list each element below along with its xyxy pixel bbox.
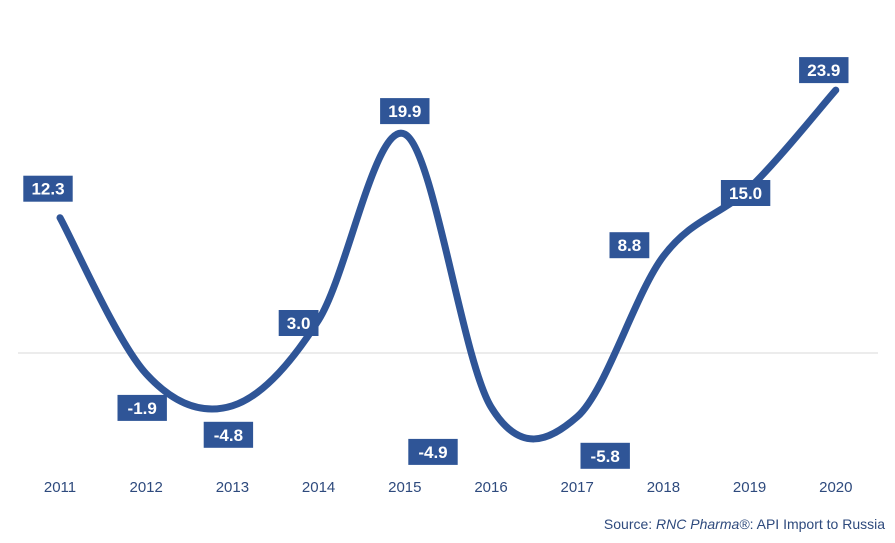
data-label-text: 3.0 bbox=[287, 314, 311, 333]
data-label-text: -5.8 bbox=[591, 447, 620, 466]
x-tick-2012: 2012 bbox=[130, 479, 163, 496]
data-label-2013: -4.8 bbox=[203, 421, 254, 448]
data-label-2011: 12.3 bbox=[23, 175, 73, 202]
data-label-2016: -4.9 bbox=[408, 438, 458, 465]
x-tick-2015: 2015 bbox=[388, 479, 421, 496]
data-label-2014: 3.0 bbox=[278, 310, 319, 336]
data-label-2018: 8.8 bbox=[609, 232, 650, 259]
data-label-box bbox=[609, 232, 650, 259]
x-tick-2018: 2018 bbox=[647, 479, 680, 496]
x-axis-ticks: 2011 2012 2013 2014 2015 2016 2017 2018 2019 2020 bbox=[44, 479, 853, 496]
data-label-box bbox=[408, 438, 458, 465]
data-label-box bbox=[799, 57, 849, 84]
x-tick-2017: 2017 bbox=[561, 479, 594, 496]
data-label-2012: -1.9 bbox=[117, 394, 167, 421]
x-tick-2014: 2014 bbox=[302, 479, 335, 496]
data-label-text: -1.9 bbox=[128, 399, 157, 418]
data-label-text: 23.9 bbox=[807, 61, 840, 80]
x-tick-2016: 2016 bbox=[474, 479, 507, 496]
data-label-2020: 23.9 bbox=[799, 57, 849, 84]
data-label-box bbox=[380, 98, 430, 125]
x-tick-2011: 2011 bbox=[44, 479, 76, 496]
data-label-box bbox=[720, 180, 771, 206]
x-tick-2020: 2020 bbox=[819, 479, 852, 496]
data-label-2019: 15.0 bbox=[720, 180, 771, 206]
data-label-text: 19.9 bbox=[388, 102, 421, 121]
data-label-box bbox=[203, 421, 254, 448]
data-label-2017: -5.8 bbox=[580, 442, 630, 469]
data-label-box bbox=[278, 310, 319, 336]
data-label-text: -4.8 bbox=[214, 426, 243, 445]
source-brand: RNC Pharma® bbox=[656, 516, 750, 532]
data-label-box bbox=[117, 394, 167, 421]
data-label-box bbox=[580, 442, 630, 469]
x-tick-2013: 2013 bbox=[216, 479, 249, 496]
series-line bbox=[56, 86, 840, 443]
source-prefix: Source: bbox=[603, 516, 657, 532]
data-label-box bbox=[23, 175, 73, 202]
source-note: Source: RNC Pharma®: API Import to Russi… bbox=[604, 516, 885, 532]
data-label-text: 15.0 bbox=[729, 184, 762, 203]
data-label-text: 8.8 bbox=[618, 236, 642, 255]
data-label-2015: 19.9 bbox=[380, 98, 430, 125]
data-label-text: 12.3 bbox=[31, 180, 64, 199]
source-suffix: : API Import to Russia bbox=[749, 516, 885, 532]
data-labels: 12.3 -1.9 -4.8 3.0 19.9 -4.9 -5.8 8.8 15.0 23.9 bbox=[23, 57, 849, 469]
x-tick-2019: 2019 bbox=[733, 479, 766, 496]
data-label-text: -4.9 bbox=[418, 443, 447, 462]
